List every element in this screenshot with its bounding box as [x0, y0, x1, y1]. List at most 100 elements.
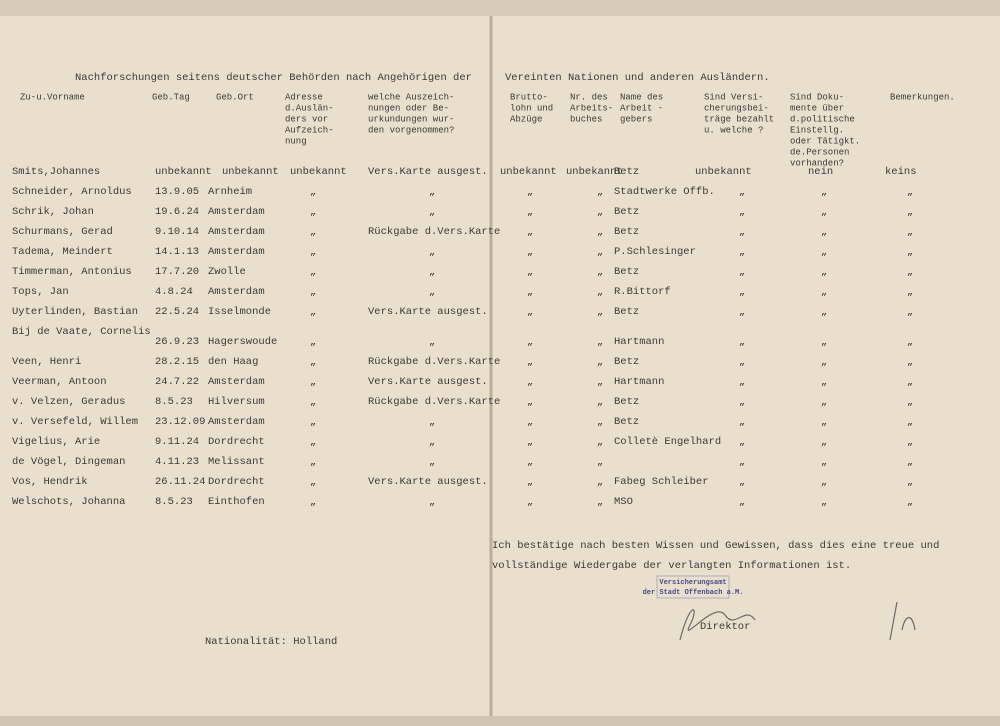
signature	[679, 609, 756, 641]
table-cell: Dordrecht	[208, 436, 265, 448]
table-cell: „	[739, 396, 745, 408]
table-cell: Tadema, Meindert	[12, 246, 113, 258]
table-cell: MSO	[614, 496, 633, 508]
table-cell: „	[739, 286, 745, 298]
table-cell: „	[907, 186, 913, 198]
column-header: buches	[570, 114, 602, 124]
table-cell: „	[310, 376, 316, 388]
table-cell: Vers.Karte ausgest.	[368, 166, 488, 178]
table-cell: 13.9.05	[155, 186, 199, 198]
table-cell: „	[739, 476, 745, 488]
table-cell: „	[527, 246, 533, 258]
table-cell: „	[739, 206, 745, 218]
table-cell: „	[597, 456, 603, 468]
table-cell: den Haag	[208, 356, 258, 368]
table-cell: „	[429, 456, 435, 468]
column-header: Nr. des	[570, 92, 608, 102]
table-cell: „	[821, 226, 827, 238]
column-header: ders vor	[285, 114, 328, 124]
column-header: Bemerkungen.	[890, 92, 955, 102]
table-cell: „	[597, 496, 603, 508]
table-cell: „	[527, 376, 533, 388]
table-cell: nein	[808, 166, 833, 178]
table-cell: „	[821, 286, 827, 298]
column-header: vorhanden?	[790, 158, 844, 168]
table-cell: „	[597, 476, 603, 488]
table-cell: „	[821, 186, 827, 198]
table-cell: „	[429, 286, 435, 298]
table-cell: P.Schlesinger	[614, 246, 696, 258]
table-cell: „	[597, 206, 603, 218]
table-cell: 23.12.09	[155, 416, 205, 428]
column-header: urkundungen wur-	[368, 114, 454, 124]
table-cell: Hilversum	[208, 396, 265, 408]
column-header: Name des	[620, 92, 663, 102]
column-header: Einstellg.	[790, 125, 844, 135]
table-cell: „	[907, 396, 913, 408]
table-cell: Timmerman, Antonius	[12, 266, 132, 278]
table-cell: Amsterdam	[208, 226, 265, 238]
table-cell: „	[527, 356, 533, 368]
table-cell: „	[907, 456, 913, 468]
table-cell: „	[429, 496, 435, 508]
table-cell: „	[310, 286, 316, 298]
table-cell: „	[310, 306, 316, 318]
table-cell: „	[310, 476, 316, 488]
table-cell: Amsterdam	[208, 376, 265, 388]
table-cell: „	[310, 396, 316, 408]
table-cell: „	[821, 336, 827, 348]
stamp-text: Versicherungsamt	[659, 579, 726, 587]
table-cell: „	[907, 356, 913, 368]
table-cell: v. Versefeld, Willem	[12, 416, 138, 428]
table-cell: Einthofen	[208, 496, 265, 508]
table-cell: „	[597, 266, 603, 278]
table-cell: 4.11.23	[155, 456, 199, 468]
table-cell: 19.6.24	[155, 206, 199, 218]
table-cell: Amsterdam	[208, 206, 265, 218]
confirmation-line: Ich bestätige nach besten Wissen und Gew…	[492, 540, 939, 552]
table-cell: R.Bittorf	[614, 286, 671, 298]
table-cell: „	[597, 306, 603, 318]
table-cell: „	[527, 306, 533, 318]
table-cell: „	[821, 396, 827, 408]
column-header: nungen oder Be-	[368, 103, 449, 113]
table-cell: Rückgabe d.Vers.Karte	[368, 226, 500, 238]
table-cell: „	[310, 186, 316, 198]
table-cell: keins	[885, 166, 917, 178]
table-cell: Vers.Karte ausgest.	[368, 376, 488, 388]
table-cell: „	[739, 226, 745, 238]
table-cell: „	[907, 246, 913, 258]
table-cell: „	[907, 496, 913, 508]
column-header: d.politische	[790, 114, 855, 124]
table-cell: „	[907, 476, 913, 488]
table-cell: „	[310, 456, 316, 468]
table-cell: „	[739, 336, 745, 348]
table-cell: „	[527, 396, 533, 408]
table-cell: Vers.Karte ausgest.	[368, 476, 488, 488]
table-cell: Uyterlinden, Bastian	[12, 306, 138, 318]
table-cell: „	[429, 246, 435, 258]
table-cell: „	[597, 246, 603, 258]
title-right: Vereinten Nationen und anderen Ausländer…	[505, 72, 770, 84]
table-cell: 9.10.14	[155, 226, 199, 238]
table-cell: „	[597, 336, 603, 348]
table-cell: Betz	[614, 396, 639, 408]
column-header: Arbeit -	[620, 103, 663, 113]
table-cell: unbekannt	[155, 166, 212, 178]
table-cell: Vigelius, Arie	[12, 436, 100, 448]
table-cell: „	[310, 416, 316, 428]
table-cell: unbekannt	[222, 166, 279, 178]
table-cell: 14.1.13	[155, 246, 199, 258]
table-cell: „	[429, 336, 435, 348]
table-cell: Betz	[614, 206, 639, 218]
stamp-frame	[656, 575, 730, 599]
nationality: Nationalität: Holland	[205, 636, 337, 648]
table-cell: „	[310, 226, 316, 238]
table-cell: „	[739, 416, 745, 428]
column-header: d.Auslän-	[285, 103, 334, 113]
table-cell: 26.11.24	[155, 476, 205, 488]
title-left: Nachforschungen seitens deutscher Behörd…	[75, 72, 472, 84]
table-cell: Veen, Henri	[12, 356, 81, 368]
table-cell: Welschots, Johanna	[12, 496, 125, 508]
table-cell: 26.9.23	[155, 336, 199, 348]
